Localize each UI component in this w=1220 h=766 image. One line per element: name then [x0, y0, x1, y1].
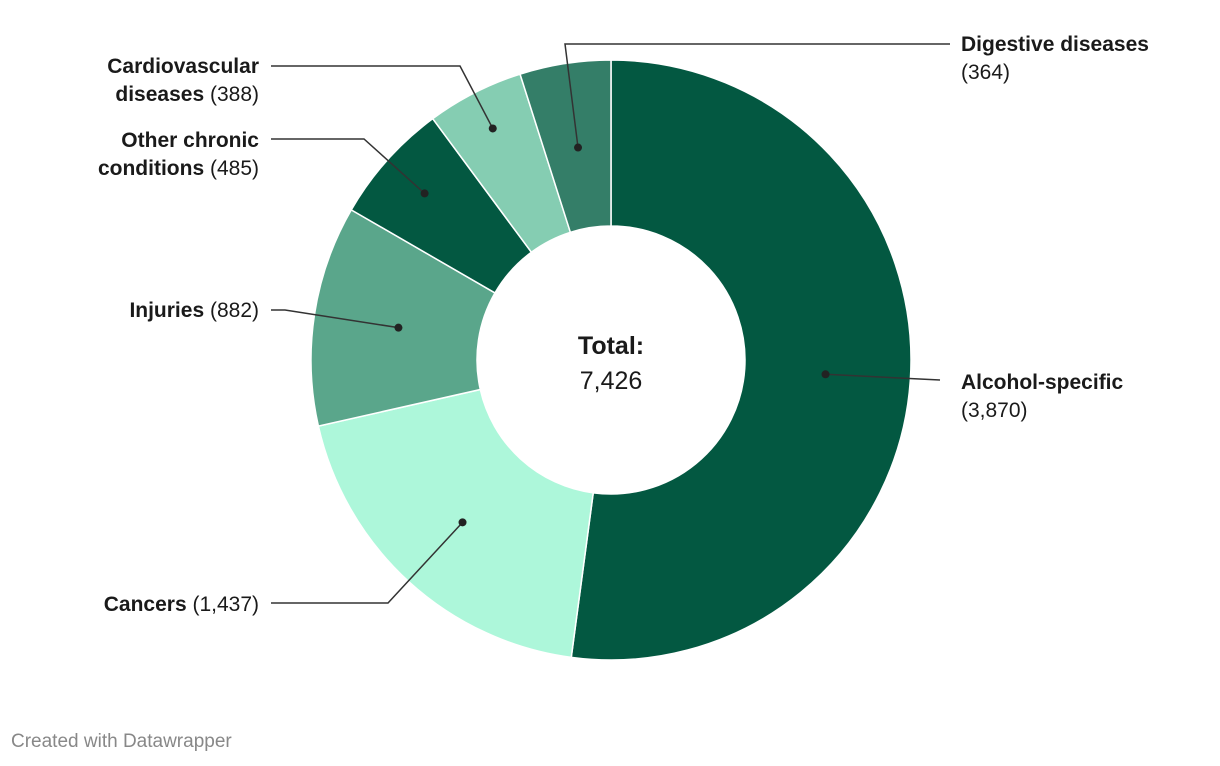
leader-dot-injuries	[394, 323, 403, 332]
donut-slices	[310, 59, 912, 661]
slice-cancers[interactable]	[317, 388, 595, 659]
slice-labels: Alcohol-specific (3,870) Cancers (1,437) In…	[98, 33, 1149, 616]
leader-line-alcohol-specific	[825, 373, 941, 381]
leader-lines	[271, 43, 950, 604]
center-total-title: Total:	[578, 332, 644, 360]
slice-alcohol-specific[interactable]	[570, 59, 912, 661]
center-total-value: 7,426	[580, 367, 643, 395]
label-other-chronic-conditions-line-1: Other chronic	[121, 129, 259, 152]
leader-dot-other-chronic-conditions	[420, 189, 429, 198]
slice-digestive-diseases[interactable]	[519, 59, 612, 234]
datawrapper-credit: Created with Datawrapper	[11, 731, 232, 752]
leader-line-digestive-diseases	[564, 43, 950, 148]
slice-injuries[interactable]	[310, 208, 497, 427]
leader-line-other-chronic-conditions	[271, 138, 426, 194]
leader-dot-digestive-diseases	[574, 143, 583, 152]
leader-dot-cancers	[458, 518, 467, 527]
leader-line-cancers	[271, 521, 464, 604]
label-alcohol-specific-line-2: (3,870)	[961, 399, 1028, 422]
leader-line-cardiovascular-diseases	[271, 65, 494, 129]
label-alcohol-specific-line-1: Alcohol-specific	[961, 371, 1124, 394]
label-cardiovascular-diseases-line-1: Cardiovascular	[107, 55, 259, 78]
leader-dot-alcohol-specific	[821, 370, 830, 379]
label-other-chronic-conditions-line-2: conditions (485)	[98, 157, 259, 180]
label-digestive-diseases-line-2: (364)	[961, 61, 1010, 84]
label-cardiovascular-diseases-line-2: diseases (388)	[115, 83, 259, 106]
leader-dot-cardiovascular-diseases	[488, 124, 497, 133]
label-digestive-diseases-line-1: Digestive diseases	[961, 33, 1149, 56]
label-cancers-line-1: Cancers (1,437)	[104, 593, 259, 616]
label-injuries-line-1: Injuries (882)	[129, 299, 259, 322]
leader-line-injuries	[271, 309, 399, 329]
